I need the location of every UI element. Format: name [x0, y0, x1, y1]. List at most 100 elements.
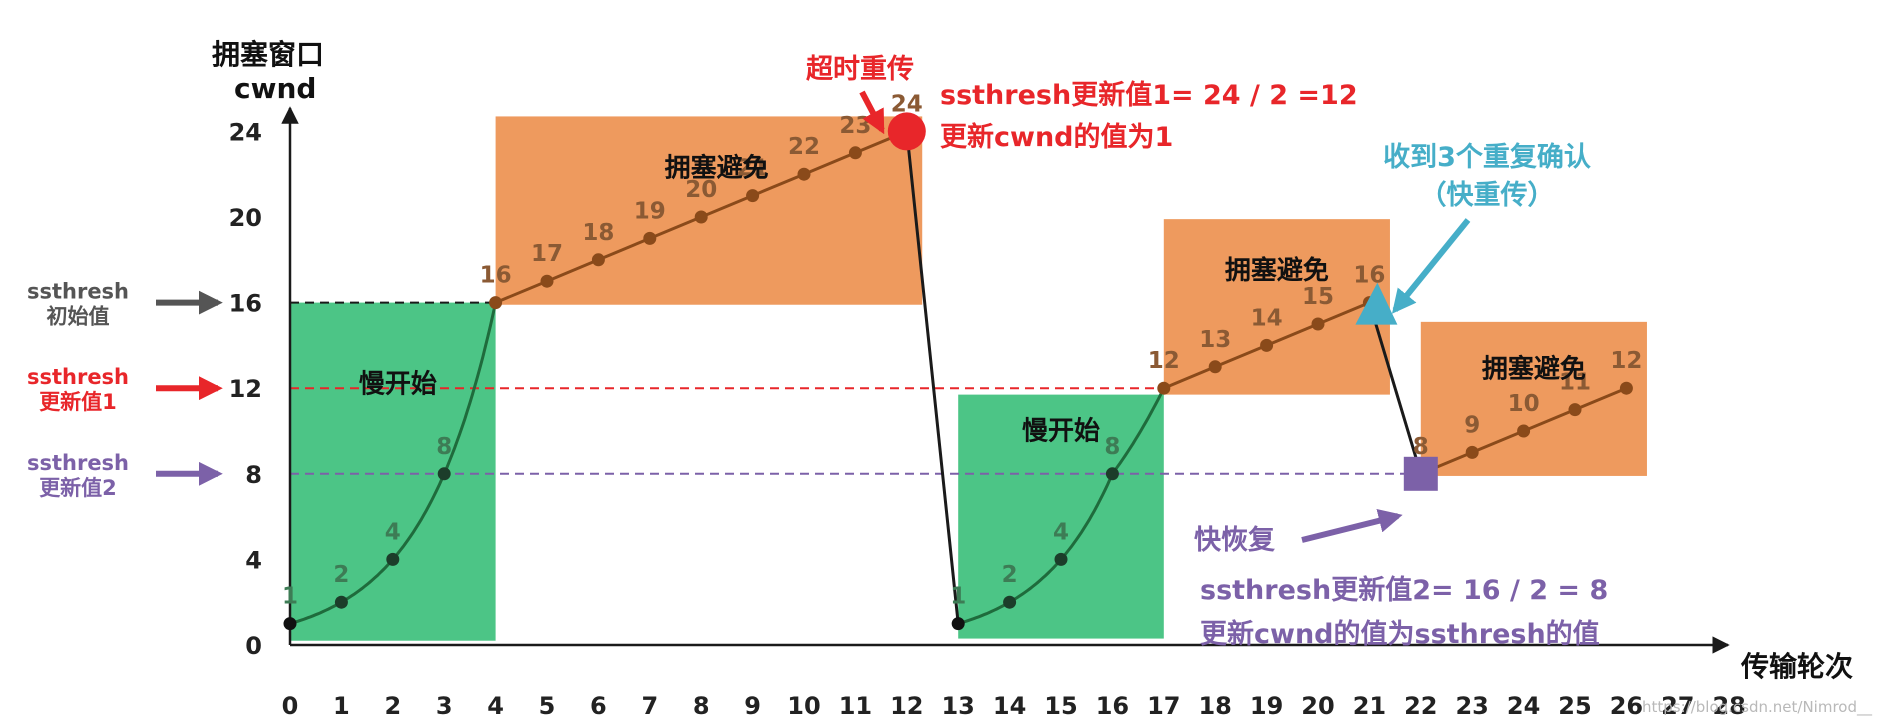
- data-point-label: 23: [839, 113, 871, 139]
- series-linear-segment: [1523, 408, 1576, 433]
- x-tick-label: 18: [1198, 692, 1231, 720]
- threshold-side-label-line1: ssthresh: [27, 280, 129, 304]
- series-linear-segment: [546, 258, 599, 283]
- y-tick-label: 8: [245, 461, 262, 489]
- series-slow-start-segment: [957, 600, 1011, 626]
- data-point-label: 12: [1610, 348, 1642, 374]
- x-tick-label: 12: [890, 692, 923, 720]
- x-tick-label: 23: [1455, 692, 1488, 720]
- y-axis-title-line2: cwnd: [234, 72, 316, 105]
- data-point-label: 19: [634, 198, 666, 224]
- series-drop-segment: [905, 131, 960, 624]
- x-tick-label: 24: [1507, 692, 1540, 720]
- series-linear-segment: [1266, 322, 1319, 347]
- series-linear-segment: [1214, 344, 1268, 369]
- region-label: 拥塞避免: [1225, 255, 1329, 286]
- data-point: [1568, 403, 1582, 417]
- axes: 0 1 2 3 4 5 6 7 8 9 10 11 12 13 14 15 16 17 18 19 20 21 22 23 24…: [212, 38, 1853, 720]
- data-point-label: 15: [1302, 284, 1334, 310]
- x-tick-label: 4: [487, 692, 504, 720]
- x-tick-label: 11: [839, 692, 872, 720]
- series-slow-start-segment: [1059, 473, 1114, 561]
- x-tick-label: 14: [993, 692, 1026, 720]
- series-linear-segment: [1574, 386, 1627, 411]
- timeout-arrow: [859, 90, 885, 135]
- x-tick-label: 8: [693, 692, 710, 720]
- data-point-label: 8: [436, 434, 452, 460]
- y-tick-label: 16: [229, 290, 262, 318]
- x-tick-label: 21: [1353, 692, 1386, 720]
- data-point: [591, 253, 605, 267]
- y-tick-label: 24: [229, 118, 262, 146]
- data-point-label: 13: [1199, 327, 1231, 353]
- data-point: [951, 617, 965, 631]
- threshold-side-label-line2: 更新值2: [39, 476, 117, 500]
- x-tick-label: 3: [436, 692, 453, 720]
- data-point: [797, 167, 811, 181]
- x-tick-label: 15: [1044, 692, 1077, 720]
- cwnd-series: [283, 124, 1633, 631]
- fast-retransmit-label-line2: （快重传）: [1420, 180, 1555, 211]
- x-tick-label: 6: [590, 692, 607, 720]
- recovery-note-line1: ssthresh更新值2= 16 / 2 = 8: [1200, 574, 1608, 606]
- x-tick-label: 9: [744, 692, 761, 720]
- data-point-label: 22: [788, 134, 820, 160]
- slow-start-region-2: [958, 394, 1164, 639]
- y-tick-label: 20: [229, 204, 262, 232]
- x-tick-label: 25: [1558, 692, 1591, 720]
- data-point: [1054, 552, 1068, 566]
- data-point-label: 1: [950, 584, 966, 610]
- x-tick-label: 13: [941, 692, 974, 720]
- region-label: 拥塞避免: [665, 152, 769, 183]
- x-tick-label: 10: [787, 692, 820, 720]
- series-linear-segment: [495, 279, 548, 304]
- data-point-label: 14: [1251, 305, 1283, 331]
- series-slow-start-segment: [340, 558, 394, 604]
- series-slow-start-segment: [1008, 558, 1063, 604]
- fast-retransmit-arrow: [1391, 218, 1471, 314]
- x-tick-label: 17: [1147, 692, 1180, 720]
- series-drop-segment: [1367, 302, 1423, 475]
- data-point: [334, 595, 348, 609]
- x-tick-label: 19: [1250, 692, 1283, 720]
- timeout-label: 超时重传: [806, 54, 914, 85]
- series-slow-start-segment: [1111, 387, 1166, 475]
- threshold-side-label-line1: ssthresh: [27, 451, 129, 475]
- series-linear-segment: [597, 237, 651, 262]
- labels: 1248161718192021222324124812131415168910…: [282, 91, 1642, 609]
- data-point: [1619, 381, 1633, 395]
- data-point-label: 16: [1353, 263, 1385, 289]
- y-tick-label: 0: [245, 632, 262, 660]
- data-point: [1260, 338, 1274, 352]
- series-slow-start-segment: [442, 302, 498, 475]
- region-label: 拥塞避免: [1482, 354, 1586, 385]
- fast-recovery-marker: [1403, 456, 1438, 491]
- x-tick-label: 2: [384, 692, 401, 720]
- phase-regions: [290, 116, 1647, 641]
- series-slow-start-segment: [289, 600, 343, 626]
- data-point: [1105, 467, 1119, 481]
- data-point-label: 4: [385, 519, 401, 545]
- x-tick-label: 7: [641, 692, 658, 720]
- x-tick-label: 20: [1301, 692, 1334, 720]
- series-linear-segment: [700, 194, 754, 219]
- data-point: [1208, 360, 1222, 374]
- timeout-note-line1: ssthresh更新值1= 24 / 2 =12: [940, 79, 1358, 111]
- series-linear-segment: [752, 172, 805, 197]
- x-tick-label: 5: [539, 692, 556, 720]
- series-linear-segment: [649, 215, 702, 240]
- timeout-note-line2: 更新cwnd的值为1: [940, 121, 1173, 153]
- data-point: [1003, 595, 1017, 609]
- threshold-side-label-line1: ssthresh: [27, 365, 129, 389]
- data-point-label: 1: [282, 584, 298, 610]
- data-point-label: 16: [480, 263, 512, 289]
- data-point-label: 9: [1464, 412, 1480, 438]
- threshold-side-label-line2: 初始值: [47, 305, 110, 329]
- timeout-marker: [887, 112, 926, 151]
- x-tick-label: 1: [333, 692, 350, 720]
- data-point-label: 4: [1053, 519, 1069, 545]
- data-point: [1517, 424, 1531, 438]
- data-point: [1465, 445, 1479, 459]
- data-point: [694, 210, 708, 224]
